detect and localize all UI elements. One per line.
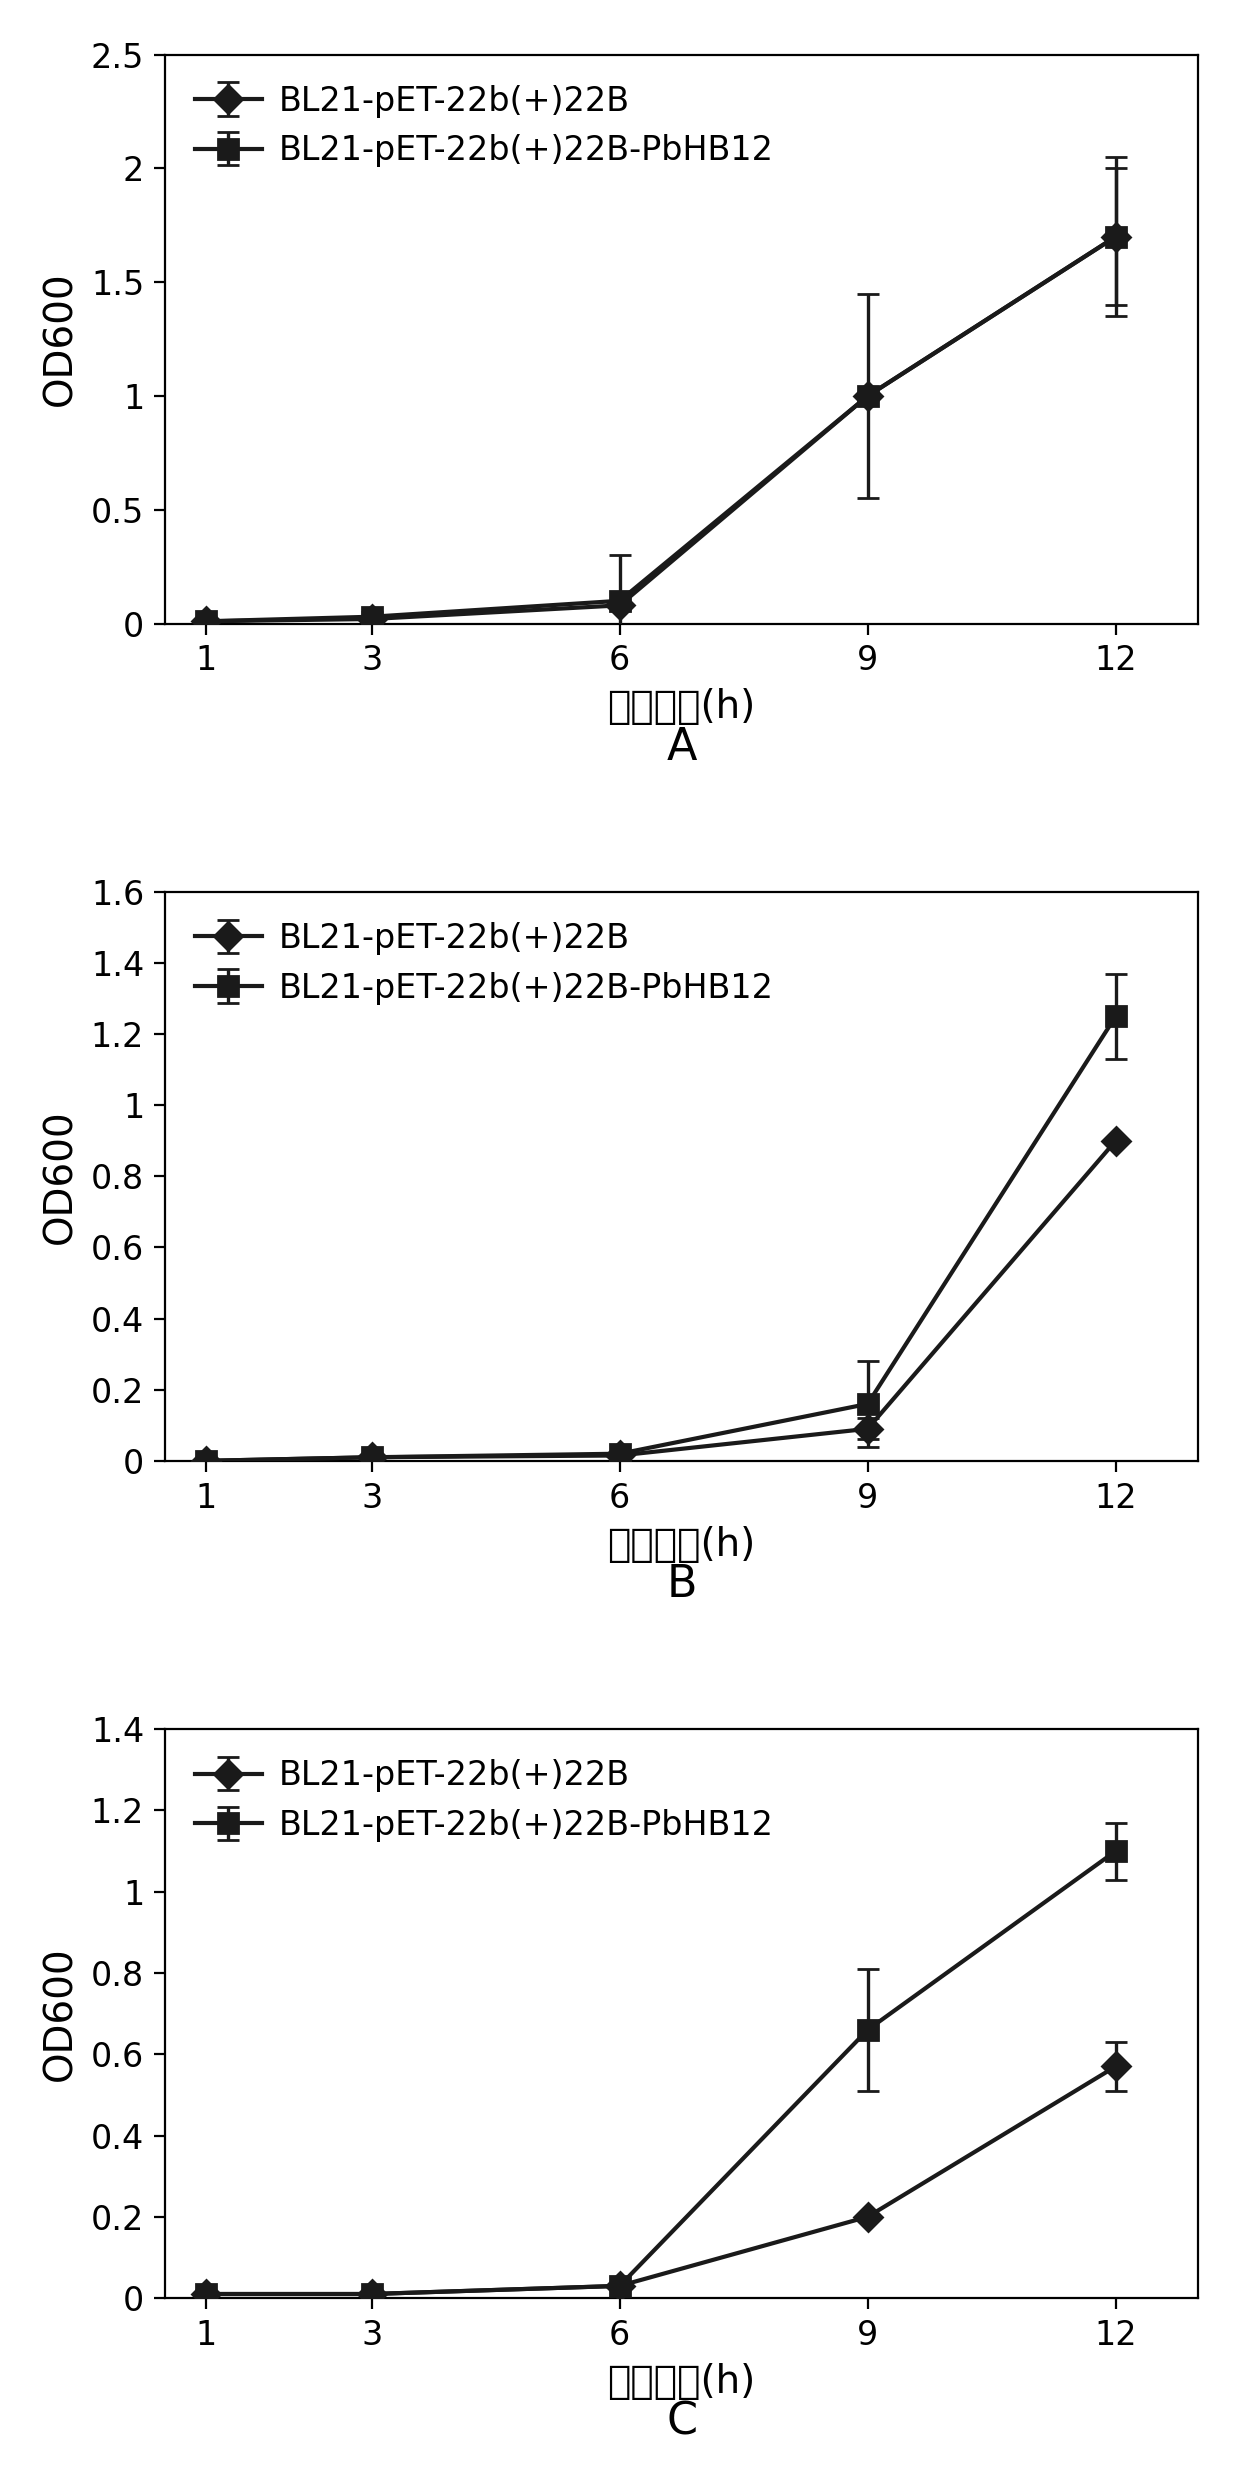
X-axis label: 生长时间(h): 生长时间(h) — [608, 1525, 756, 1565]
Y-axis label: OD600: OD600 — [42, 1947, 79, 2082]
Legend: BL21-pET-22b(+)22B, BL21-pET-22b(+)22B-PbHB12: BL21-pET-22b(+)22B, BL21-pET-22b(+)22B-P… — [181, 72, 786, 181]
X-axis label: 生长时间(h): 生长时间(h) — [608, 688, 756, 725]
Text: C: C — [666, 2400, 697, 2444]
Legend: BL21-pET-22b(+)22B, BL21-pET-22b(+)22B-PbHB12: BL21-pET-22b(+)22B, BL21-pET-22b(+)22B-P… — [181, 909, 786, 1018]
Text: A: A — [666, 725, 697, 770]
Text: B: B — [666, 1562, 697, 1607]
Legend: BL21-pET-22b(+)22B, BL21-pET-22b(+)22B-PbHB12: BL21-pET-22b(+)22B, BL21-pET-22b(+)22B-P… — [181, 1746, 786, 1856]
X-axis label: 生长时间(h): 生长时间(h) — [608, 2362, 756, 2402]
Y-axis label: OD600: OD600 — [42, 1108, 79, 1244]
Y-axis label: OD600: OD600 — [42, 271, 79, 407]
